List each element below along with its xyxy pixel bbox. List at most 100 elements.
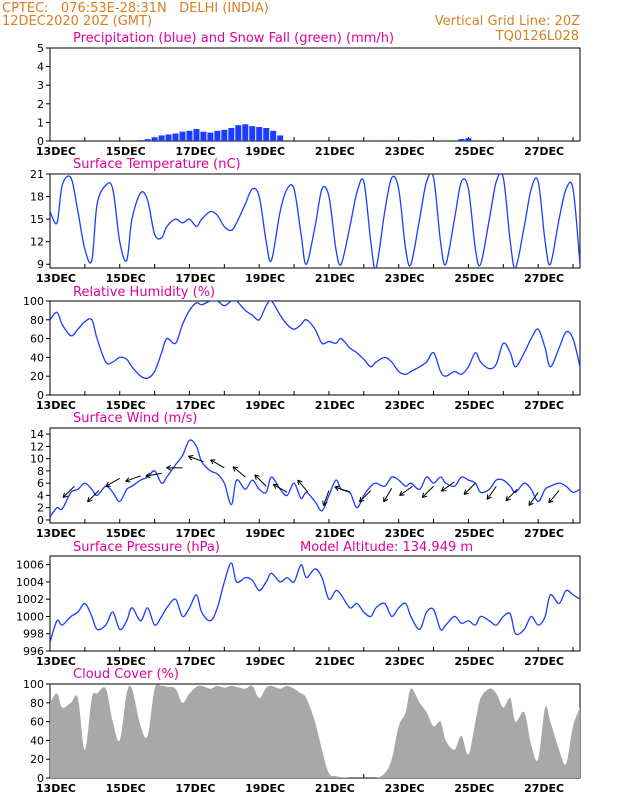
pressure-annotation: Model Altitude: 134.949 m (300, 540, 473, 555)
wind-vector (298, 480, 308, 492)
rh-ytick-label: 40 (30, 351, 44, 364)
precip-bar (277, 135, 283, 141)
wind-xtick-label: 25DEC (454, 527, 494, 540)
rh-ytick-label: 20 (30, 370, 44, 383)
precip-bar (152, 137, 158, 141)
precip-bar (200, 132, 206, 141)
cloud-xtick-label: 17DEC (175, 782, 215, 795)
temp-ytick-label: 21 (30, 168, 44, 181)
precip-bar (193, 129, 199, 141)
rh-xtick-label: 23DEC (385, 399, 425, 412)
pressure-title: Surface Pressure (hPa) (73, 540, 220, 555)
temp-ytick-label: 12 (30, 236, 44, 249)
rh-ytick-label: 80 (30, 314, 44, 327)
precip-bar (270, 131, 276, 141)
temp-xtick-label: 19DEC (245, 272, 285, 285)
precip-bar (465, 138, 471, 141)
pressure-xtick-label: 19DEC (245, 655, 285, 668)
precip-bar (228, 128, 234, 141)
pressure-xtick-label: 23DEC (385, 655, 425, 668)
pressure-frame (50, 556, 580, 651)
header-grid-line: Vertical Grid Line: 20Z (435, 14, 580, 29)
wind-ytick-label: 10 (30, 453, 44, 466)
cloud-ytick-label: 60 (30, 716, 44, 729)
pressure-ytick-label: 1004 (16, 576, 44, 589)
wind-xtick-label: 21DEC (315, 527, 355, 540)
wind-ytick-label: 4 (37, 489, 44, 502)
rh-frame (50, 301, 580, 395)
precip-title: Precipitation (blue) and Snow Fall (gree… (73, 31, 394, 46)
precip-xtick-label: 27DEC (524, 145, 564, 158)
precip-bar (493, 140, 499, 141)
pressure-ytick-label: 1000 (16, 610, 44, 623)
precip-ytick-label: 5 (37, 42, 44, 55)
cloud-xtick-label: 15DEC (106, 782, 146, 795)
wind-vector (146, 473, 162, 478)
wind-vector (335, 486, 350, 492)
wind-vector (384, 488, 392, 502)
cloud-ytick-label: 80 (30, 697, 44, 710)
temp-xtick-label: 13DEC (36, 272, 76, 285)
precip-bar (371, 140, 377, 141)
cloud-ytick-label: 40 (30, 734, 44, 747)
precip-bar (242, 124, 248, 141)
precip-xtick-label: 13DEC (36, 145, 76, 158)
precip-xtick-label: 19DEC (245, 145, 285, 158)
pressure-xtick-label: 27DEC (524, 655, 564, 668)
rh-series-line (50, 300, 580, 378)
pressure-series-line (50, 563, 580, 642)
panels: Precipitation (blue) and Snow Fall (gree… (16, 31, 580, 795)
pressure-xtick-label: 25DEC (454, 655, 494, 668)
precip-ytick-label: 3 (37, 79, 44, 92)
wind-vector (422, 486, 433, 497)
precip-bar (207, 133, 213, 141)
precip-bar (249, 126, 255, 141)
precip-bar (389, 140, 395, 141)
temp-xtick-label: 23DEC (385, 272, 425, 285)
precip-ytick-label: 1 (37, 116, 44, 129)
precip-xtick-label: 23DEC (385, 145, 425, 158)
wind-ytick-label: 0 (37, 514, 44, 527)
precip-bar (138, 140, 144, 141)
precip-ytick-label: 2 (37, 98, 44, 111)
wind-xtick-label: 15DEC (106, 527, 146, 540)
wind-vector (188, 455, 203, 461)
precip-bar (263, 128, 269, 141)
precip-frame (50, 48, 580, 141)
wind-vector (359, 491, 370, 502)
wind-vector (549, 491, 559, 503)
precip-xtick-label: 25DEC (454, 145, 494, 158)
wind-title: Surface Wind (m/s) (73, 411, 197, 426)
wind-ytick-label: 8 (37, 465, 44, 478)
wind-vector (106, 478, 120, 486)
pressure-ytick-label: 1006 (16, 559, 44, 572)
wind-vector (273, 484, 287, 492)
wind-vector (506, 489, 517, 500)
wind-ytick-label: 6 (37, 477, 44, 490)
temp-ytick-label: 18 (30, 191, 44, 204)
temp-series-line (50, 173, 580, 269)
temp-xtick-label: 27DEC (524, 272, 564, 285)
pressure-xtick-label: 21DEC (315, 655, 355, 668)
wind-xtick-label: 19DEC (245, 527, 285, 540)
wind-ytick-label: 12 (30, 440, 44, 453)
precip-ytick-label: 4 (37, 61, 44, 74)
wind-ytick-label: 14 (30, 428, 44, 441)
wind-frame (50, 428, 580, 523)
precip-bar (173, 134, 179, 141)
cloud-xtick-label: 25DEC (454, 782, 494, 795)
pressure-xtick-label: 13DEC (36, 655, 76, 668)
cloud-ytick-label: 20 (30, 753, 44, 766)
precip-bar (235, 125, 241, 141)
rh-xtick-label: 25DEC (454, 399, 494, 412)
temp-frame (50, 174, 580, 268)
precip-bar (180, 132, 186, 141)
precip-bar (458, 139, 464, 141)
rh-title: Relative Humidity (%) (73, 285, 215, 300)
cloud-xtick-label: 27DEC (524, 782, 564, 795)
rh-xtick-label: 27DEC (524, 399, 564, 412)
wind-vector (487, 486, 496, 499)
